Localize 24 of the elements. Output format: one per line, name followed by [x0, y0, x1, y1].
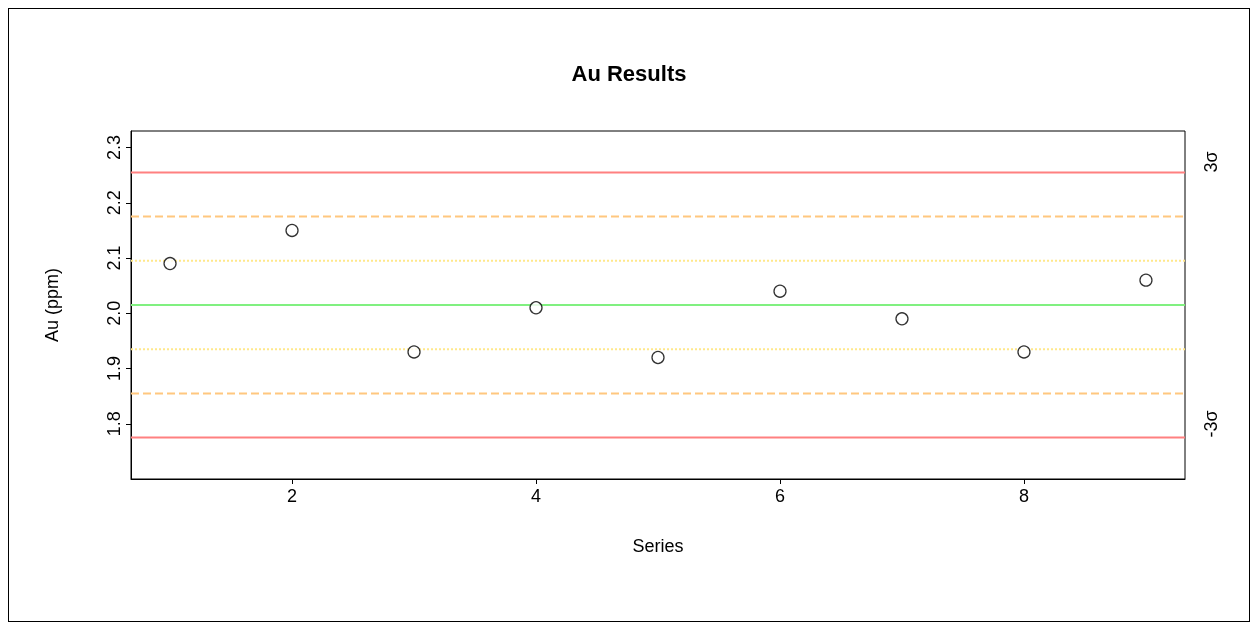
- y-tick-label: 2.3: [104, 135, 124, 161]
- ref-line-label: -3σ: [1201, 410, 1221, 438]
- y-tick-label: 2.0: [104, 300, 124, 326]
- point: [651, 350, 665, 365]
- x-tick-label: 6: [774, 486, 785, 506]
- y-tick-label: 1.8: [104, 411, 124, 437]
- point: [895, 312, 909, 326]
- x-tick-label: 2: [287, 486, 298, 506]
- x-tick-label: 4: [531, 486, 542, 506]
- x-tick-label: 8: [1018, 486, 1029, 506]
- y-tick-label: 2.2: [104, 190, 124, 216]
- y-tick-label: 1.9: [104, 356, 124, 382]
- point: [407, 345, 421, 359]
- y-axis-title: Au (ppm): [42, 267, 62, 343]
- ref-line-label: 3σ: [1201, 151, 1221, 173]
- point: [285, 223, 299, 238]
- point: [1139, 273, 1153, 287]
- point: [163, 256, 177, 271]
- chart-title: Au Results: [571, 60, 687, 86]
- point: [1017, 345, 1031, 359]
- point: [773, 284, 787, 298]
- point: [529, 301, 543, 315]
- x-axis-title: Series: [632, 536, 684, 556]
- y-tick-label: 2.1: [104, 245, 124, 271]
